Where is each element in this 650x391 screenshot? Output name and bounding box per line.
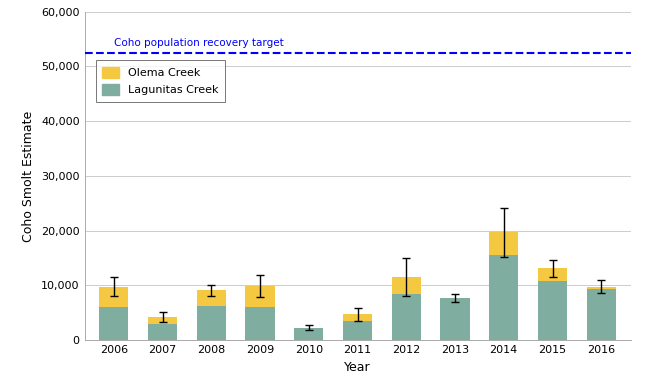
Bar	[148, 317, 177, 324]
Bar	[99, 307, 129, 340]
Bar	[538, 269, 567, 281]
Bar	[489, 232, 519, 255]
Bar	[343, 314, 372, 321]
Bar	[538, 281, 567, 340]
Bar	[343, 321, 372, 340]
Legend: Olema Creek, Lagunitas Creek: Olema Creek, Lagunitas Creek	[96, 60, 225, 102]
Bar	[441, 298, 469, 340]
Bar	[391, 277, 421, 294]
Bar	[391, 294, 421, 340]
Bar	[294, 328, 324, 340]
Bar	[99, 287, 129, 307]
Bar	[148, 324, 177, 340]
Bar	[196, 306, 226, 340]
Y-axis label: Coho Smolt Estimate: Coho Smolt Estimate	[23, 110, 36, 242]
Bar	[246, 286, 274, 307]
Text: Coho population recovery target: Coho population recovery target	[114, 38, 283, 48]
Bar	[489, 255, 519, 340]
Bar	[586, 287, 616, 289]
Bar	[196, 291, 226, 306]
X-axis label: Year: Year	[344, 361, 370, 373]
Bar	[246, 307, 274, 340]
Bar	[586, 289, 616, 340]
